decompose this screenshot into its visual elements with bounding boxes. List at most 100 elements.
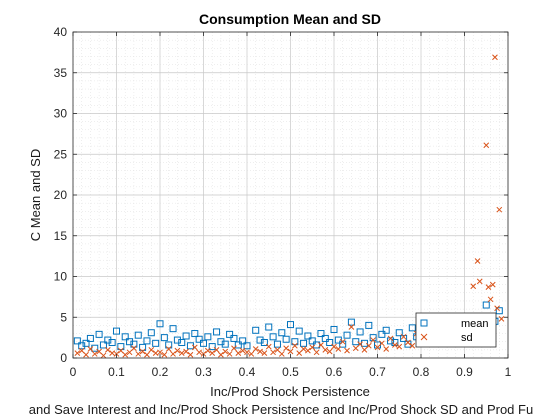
- y-tick-label: 20: [54, 188, 68, 202]
- mean-point: [230, 334, 238, 342]
- sd-point: [126, 349, 133, 356]
- mean-point: [134, 331, 142, 339]
- y-tick-label: 10: [54, 270, 68, 284]
- mean-point: [195, 335, 203, 343]
- sd-point: [226, 351, 233, 357]
- bottom-caption: and Save Interest and Inc/Prod Shock Per…: [29, 402, 533, 417]
- sd-point: [487, 296, 494, 303]
- mean-point: [234, 341, 242, 349]
- mean-point: [169, 325, 177, 333]
- legend-box: [415, 312, 497, 348]
- sd-point: [365, 342, 372, 349]
- mean-point: [73, 337, 81, 345]
- sd-point: [248, 351, 255, 357]
- sd-point: [392, 342, 398, 348]
- sd-point: [378, 340, 385, 347]
- sd-point: [261, 350, 268, 356]
- sd-point: [104, 346, 111, 353]
- sd-point: [74, 350, 81, 356]
- sd-point: [204, 347, 211, 354]
- sd-point: [157, 349, 163, 356]
- mean-point: [308, 337, 316, 345]
- sd-point: [87, 346, 94, 352]
- sd-point: [91, 351, 98, 357]
- mean-point: [313, 341, 321, 349]
- sd-point: [278, 351, 285, 357]
- sd-point: [187, 351, 194, 358]
- legend: mean sd: [415, 312, 497, 348]
- mean-point: [204, 333, 212, 341]
- sd-point: [305, 347, 311, 354]
- sd-point: [83, 351, 89, 358]
- x-tick-label: 0.1: [108, 365, 125, 379]
- legend-sd-marker: [420, 333, 428, 341]
- mean-point: [347, 318, 355, 326]
- sd-point: [244, 349, 250, 356]
- mean-point: [295, 327, 303, 335]
- x-tick-label: 0.9: [456, 365, 473, 379]
- mean-point: [200, 339, 207, 347]
- mean-point: [256, 336, 264, 344]
- x-tick-label: 0.5: [282, 365, 299, 379]
- mean-point: [139, 343, 147, 351]
- sd-point: [322, 346, 329, 353]
- x-tick-label: 0.4: [239, 365, 256, 379]
- mean-point: [130, 340, 138, 348]
- mean-point: [156, 320, 164, 328]
- mean-point: [408, 324, 416, 332]
- legend-mean-marker: [420, 319, 428, 327]
- sd-point: [209, 350, 216, 356]
- mean-point: [121, 333, 129, 341]
- sd-point: [174, 347, 181, 354]
- y-tick-label: 40: [54, 25, 68, 39]
- mean-point: [191, 330, 199, 338]
- sd-point: [161, 351, 168, 358]
- mean-point: [378, 330, 386, 338]
- sd-point: [122, 351, 129, 358]
- mean-point: [260, 339, 268, 347]
- mean-point: [147, 329, 155, 337]
- sd-point: [270, 349, 276, 356]
- x-tick-label: 0.7: [369, 365, 386, 379]
- mean-point: [356, 328, 364, 336]
- mean-point: [108, 339, 116, 347]
- mean-point: [165, 341, 173, 349]
- mean-point: [265, 323, 273, 331]
- mean-point: [330, 325, 338, 333]
- mean-point: [343, 331, 351, 339]
- sd-point: [409, 342, 416, 349]
- sd-point: [352, 345, 359, 352]
- sd-point: [109, 350, 116, 356]
- sd-point: [485, 284, 492, 290]
- sd-point: [144, 351, 150, 358]
- mean-point: [78, 342, 86, 350]
- sd-point: [213, 346, 220, 353]
- sd-point: [239, 347, 246, 354]
- sd-point: [96, 348, 102, 355]
- mean-point: [239, 337, 247, 345]
- sd-point: [370, 337, 377, 343]
- mean-point: [113, 327, 120, 335]
- sd-point: [139, 348, 146, 355]
- mean-point: [317, 330, 325, 338]
- x-tick-label: 0.3: [195, 365, 212, 379]
- sd-point: [309, 344, 316, 351]
- sd-point: [357, 341, 363, 347]
- mean-point: [321, 334, 329, 342]
- mean-point: [252, 326, 260, 334]
- x-tick-label: 0.2: [152, 365, 169, 379]
- mean-point: [221, 340, 229, 348]
- sd-point: [374, 344, 381, 351]
- mean-point: [482, 301, 490, 309]
- mean-point: [282, 335, 290, 343]
- mean-point: [352, 338, 360, 346]
- sd-point: [235, 350, 242, 356]
- sd-point: [135, 351, 142, 357]
- sd-point: [231, 345, 237, 352]
- sd-point: [335, 346, 342, 352]
- sd-point: [218, 351, 224, 358]
- mean-point: [273, 340, 281, 348]
- legend-mean-label: mean: [461, 318, 489, 330]
- sd-point: [387, 335, 394, 342]
